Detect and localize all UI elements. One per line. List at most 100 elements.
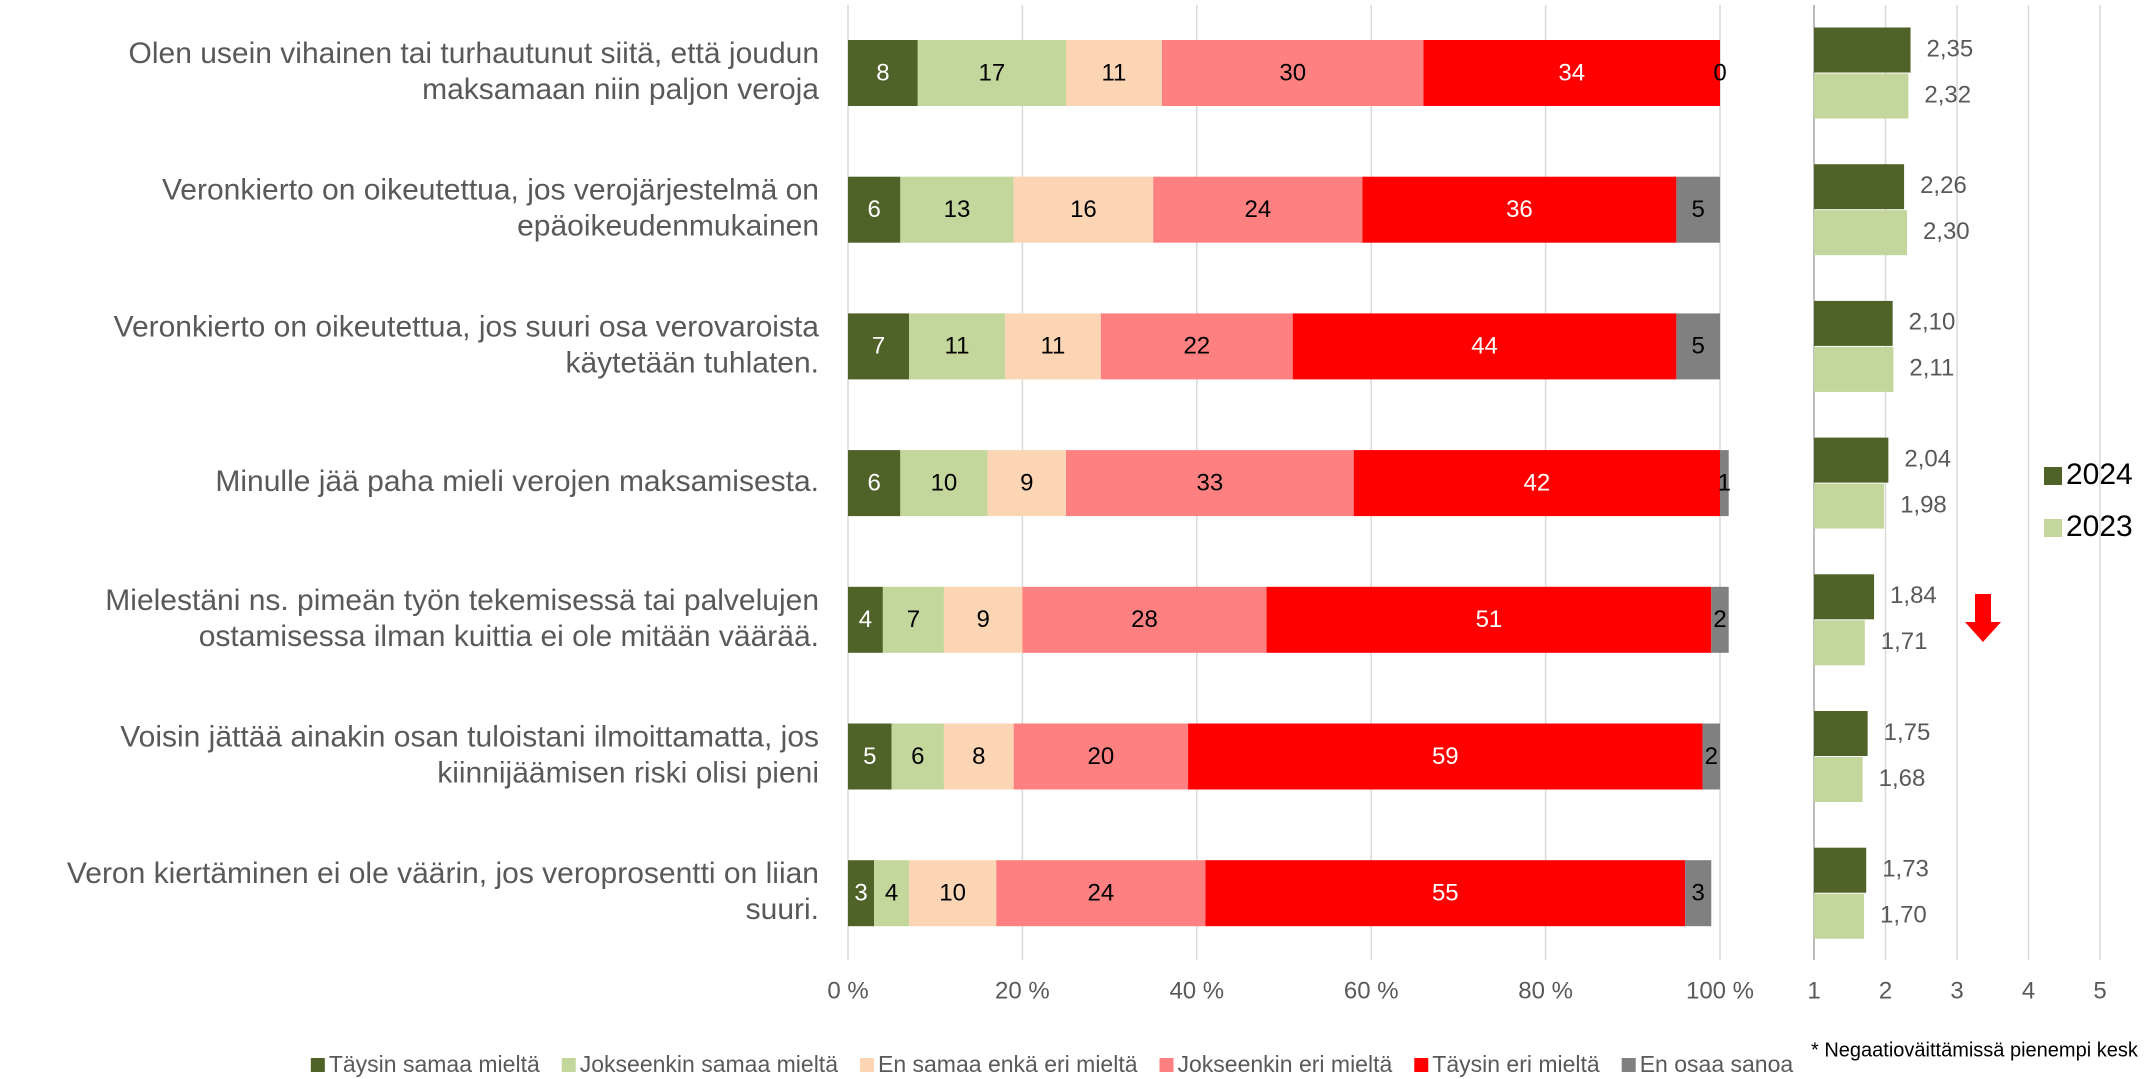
annotation: * Negaatioväittämissä pienempi kesk xyxy=(1811,1039,2139,1061)
bar-segment xyxy=(1153,176,1363,243)
data-label: 51 xyxy=(1476,606,1503,633)
category-label: Minulle jää paha mieli verojen maksamise… xyxy=(215,465,819,498)
bar-segment xyxy=(848,450,901,517)
bar-segment xyxy=(1100,313,1293,380)
data-label: 1,71 xyxy=(1881,628,1928,655)
bar-segment xyxy=(1066,40,1162,106)
bar-segment xyxy=(1362,176,1677,243)
data-label: 2,11 xyxy=(1909,355,1954,382)
bar xyxy=(1814,73,1909,119)
bar-segment xyxy=(874,860,910,927)
bar-segment xyxy=(917,40,1066,106)
data-label: 13 xyxy=(944,196,971,223)
bar xyxy=(1814,300,1893,346)
bar xyxy=(1814,574,1875,620)
bar-segment xyxy=(1188,723,1703,790)
x-tick-label: 3 xyxy=(1950,977,1963,1004)
data-label: 1,98 xyxy=(1900,491,1947,518)
data-label: 2,10 xyxy=(1909,309,1956,336)
bar-segment xyxy=(1702,723,1720,790)
data-label: 36 xyxy=(1506,196,1533,223)
x-tick-label: 60 % xyxy=(1344,977,1399,1004)
bar-segment xyxy=(1353,450,1720,517)
data-label: 3 xyxy=(1692,880,1705,907)
x-tick-label: 40 % xyxy=(1169,977,1224,1004)
bar-segment xyxy=(987,450,1066,517)
data-label: 20 xyxy=(1088,743,1115,770)
data-label: 1,75 xyxy=(1884,719,1931,746)
bar-segment xyxy=(909,313,1005,380)
data-label: 5 xyxy=(1692,196,1705,223)
data-label: 11 xyxy=(945,333,970,360)
data-label: 24 xyxy=(1088,880,1115,907)
legend: Täysin samaa mieltä Jokseenkin samaa miel… xyxy=(310,1051,1794,1077)
bar-segment xyxy=(848,586,883,653)
bar-segment xyxy=(1685,860,1712,927)
data-label: 3 xyxy=(854,880,867,907)
legend-label: Jokseenkin samaa mieltä xyxy=(580,1051,838,1077)
data-label: 6 xyxy=(911,743,924,770)
data-label: 2,04 xyxy=(1904,445,1951,472)
data-label: 1 xyxy=(1718,469,1731,496)
data-label: 6 xyxy=(867,469,880,496)
bar xyxy=(1814,27,1911,73)
bar-segment xyxy=(909,860,997,927)
data-label: 11 xyxy=(1040,333,1065,360)
data-label: 8 xyxy=(972,743,985,770)
legend-label: 2023 xyxy=(2066,510,2133,543)
data-label: 10 xyxy=(931,469,958,496)
bar xyxy=(1814,210,1907,256)
x-tick-label: 2 xyxy=(1879,977,1892,1004)
bar xyxy=(1814,893,1865,939)
data-label: 22 xyxy=(1183,333,1210,360)
data-label: 1,70 xyxy=(1880,902,1927,929)
data-label: 28 xyxy=(1131,606,1158,633)
data-label: 30 xyxy=(1279,59,1306,86)
bar xyxy=(1814,757,1863,802)
data-label: 24 xyxy=(1244,196,1271,223)
data-label: 11 xyxy=(1101,59,1126,86)
bar-segment xyxy=(1013,723,1189,790)
data-label: 42 xyxy=(1524,469,1551,496)
bar-segment xyxy=(848,860,875,927)
data-label: 59 xyxy=(1432,743,1459,770)
bar xyxy=(1814,711,1868,756)
bar-segment xyxy=(943,586,1023,653)
data-label: 10 xyxy=(939,880,966,907)
data-label: 2,32 xyxy=(1924,81,1971,108)
legend-swatch xyxy=(310,1058,325,1072)
legend-swatch xyxy=(859,1058,874,1072)
data-label: 34 xyxy=(1558,59,1585,86)
legend-label: En osaa sanoa xyxy=(1640,1051,1794,1077)
category-label: Olen usein vihainen tai turhautunut siit… xyxy=(129,37,820,106)
data-label: 8 xyxy=(876,59,889,86)
category-label: Voisin jättää ainakin osan tuloistani il… xyxy=(120,720,819,789)
bar-segment xyxy=(1004,313,1101,380)
data-label: 1,73 xyxy=(1882,856,1929,883)
bar xyxy=(1814,164,1905,210)
data-label: 55 xyxy=(1432,880,1459,907)
bar-segment xyxy=(882,586,944,653)
bar-segment xyxy=(848,176,901,243)
bar-segment xyxy=(1711,586,1729,653)
legend-swatch xyxy=(2044,467,2062,485)
bar-segment xyxy=(996,860,1206,927)
category-label: Veronkierto on oikeutettua, jos verojärj… xyxy=(162,174,819,243)
data-label: 2 xyxy=(1705,743,1718,770)
data-label: 0 xyxy=(1713,59,1726,86)
x-tick-label: 1 xyxy=(1807,977,1820,1004)
bar-segment xyxy=(848,40,918,106)
bar-segment xyxy=(1292,313,1677,380)
bar-segment xyxy=(1676,313,1720,380)
bar-segment xyxy=(900,176,1014,243)
bar xyxy=(1814,847,1867,893)
bar-segment xyxy=(1161,40,1424,106)
bar xyxy=(1814,483,1885,529)
legend-label: Täysin eri mieltä xyxy=(1432,1051,1600,1077)
bar-segment xyxy=(848,723,892,790)
bar-segment xyxy=(848,313,910,380)
category-label: Mielestäni ns. pimeän työn tekemisessä t… xyxy=(105,584,819,653)
bar xyxy=(1814,620,1865,666)
bar-segment xyxy=(1013,176,1154,243)
